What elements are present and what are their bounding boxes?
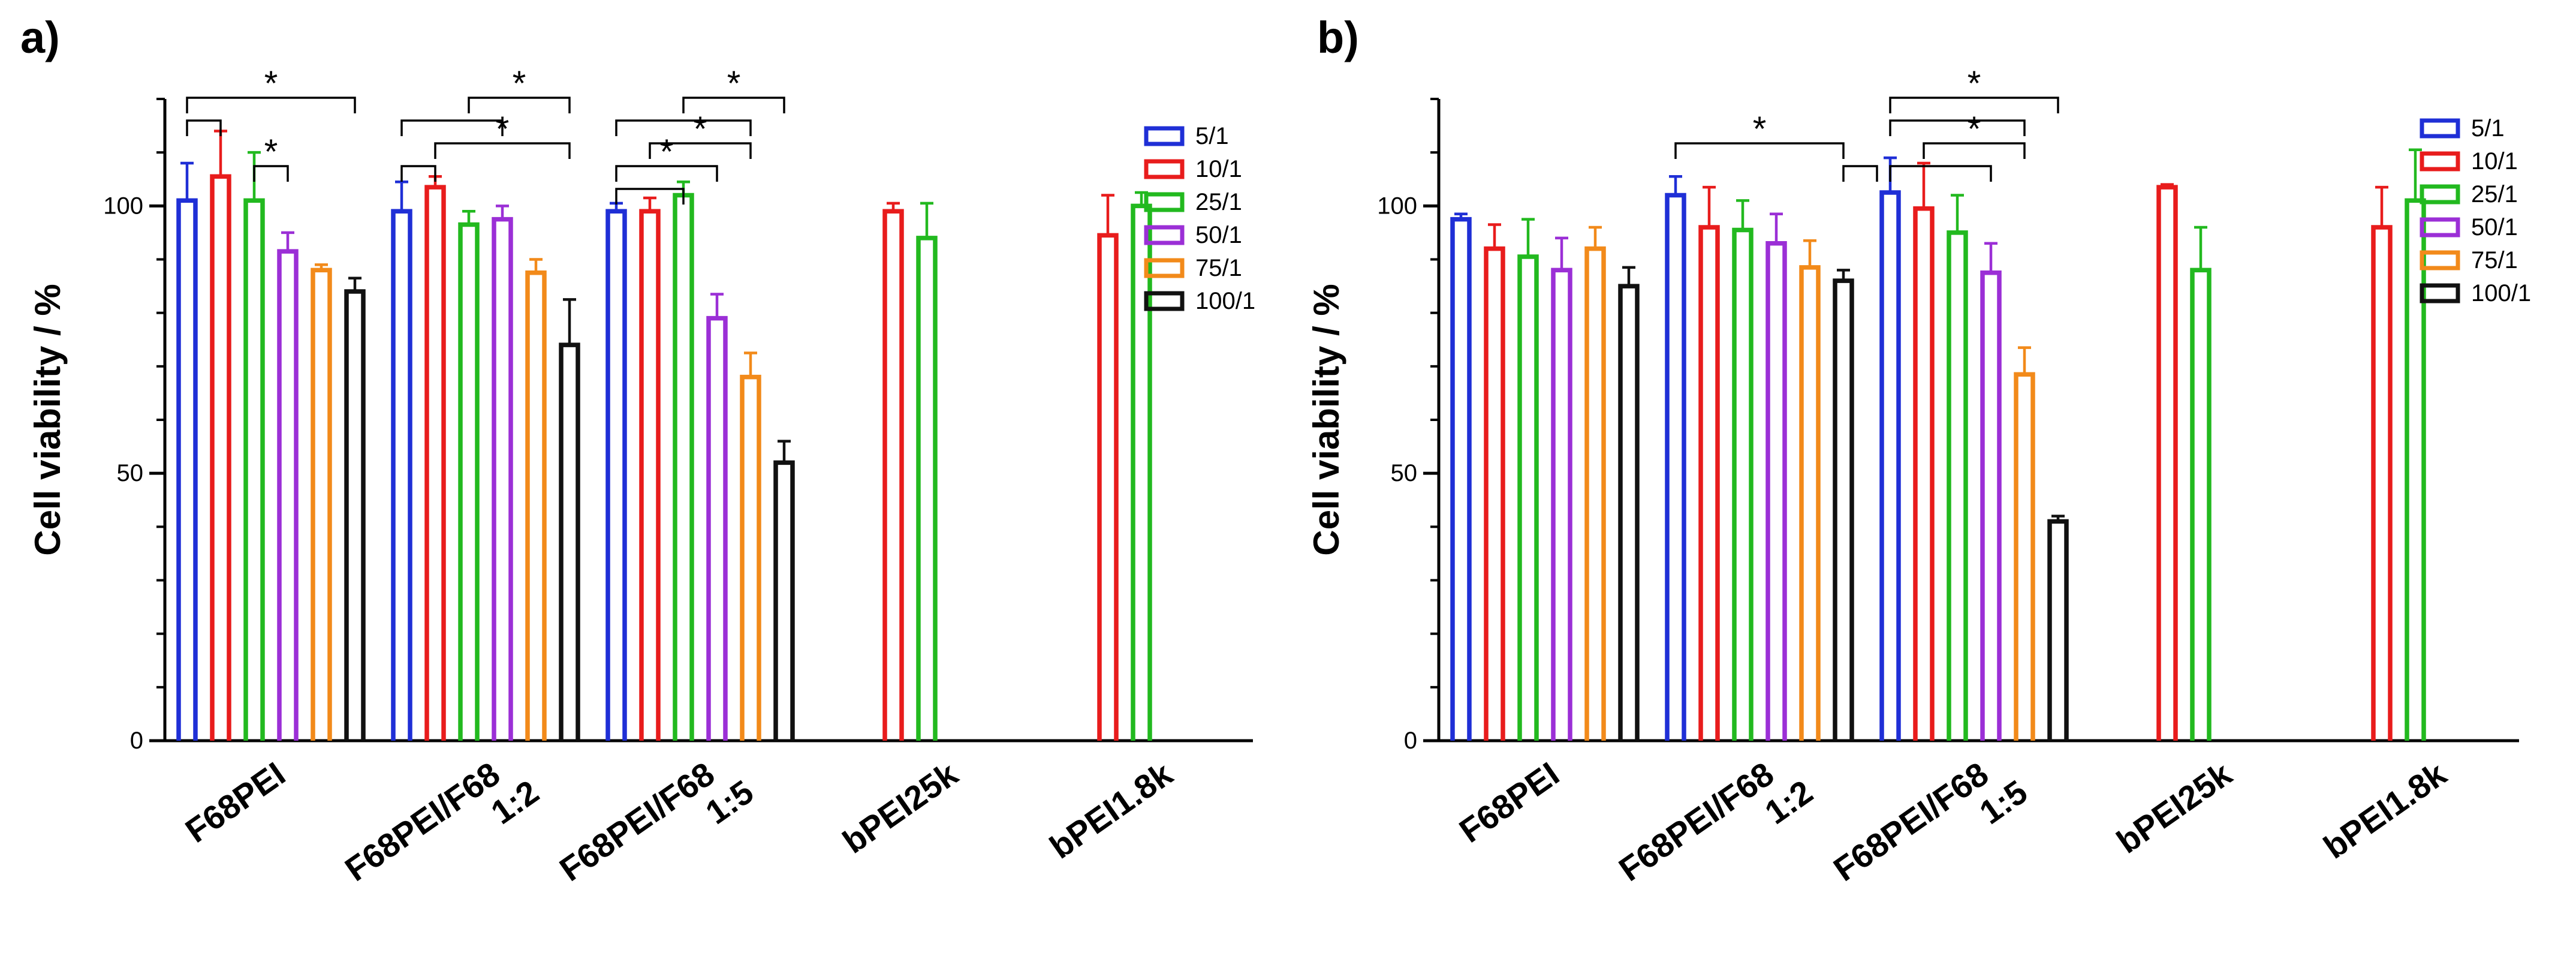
significance-asterisk: * — [727, 64, 741, 103]
significance-bracket — [434, 142, 571, 159]
significance-asterisk: * — [496, 110, 510, 149]
y-tick-label: 100 — [103, 193, 143, 219]
legend-label: 75/1 — [1195, 255, 1242, 281]
bar-75-1 — [525, 270, 547, 741]
bar-50-1 — [1980, 270, 2002, 741]
significance-bracket — [468, 97, 571, 113]
significance-bracket — [400, 119, 504, 136]
significance-bracket — [682, 97, 785, 113]
legend-label: 25/1 — [1195, 189, 1242, 215]
legend-swatch-5-1 — [1144, 126, 1185, 146]
legend-swatch-100-1 — [1144, 291, 1185, 311]
bar-100-1 — [2047, 519, 2069, 741]
bar-10-1 — [1484, 246, 1505, 741]
bar-25-1 — [458, 222, 480, 741]
bar-75-1 — [740, 374, 761, 741]
bar-10-1 — [1913, 206, 1935, 741]
significance-bracket — [1674, 142, 1845, 159]
significance-bracket — [1889, 165, 1992, 182]
y-axis-title: Cell viability / % — [1306, 284, 1346, 556]
y-tick-label: 50 — [1391, 460, 1418, 486]
significance-asterisk: * — [1968, 110, 1981, 149]
significance-asterisk: * — [1968, 64, 1981, 103]
significance-bracket — [615, 165, 718, 182]
legend-label: 100/1 — [2471, 280, 2531, 306]
legend-label: 75/1 — [2471, 247, 2518, 273]
bar-25-1 — [1517, 254, 1539, 741]
legend-swatch-5-1 — [2420, 118, 2460, 139]
significance-asterisk: * — [264, 133, 278, 172]
bar-100-1 — [559, 342, 580, 741]
bar-25-1 — [1947, 230, 1968, 741]
legend-label: 10/1 — [1195, 156, 1242, 182]
bar-25-1 — [243, 198, 265, 741]
legend-label: 5/1 — [2471, 115, 2505, 142]
significance-bracket — [649, 142, 752, 159]
bar-100-1 — [1833, 278, 1854, 741]
significance-bracket — [1923, 142, 2026, 159]
legend-label: 25/1 — [2471, 181, 2518, 208]
significance-bracket — [186, 119, 222, 136]
panel-label: a) — [20, 13, 60, 62]
y-axis-title: Cell viability / % — [28, 284, 68, 556]
legend-label: 5/1 — [1195, 123, 1229, 149]
significance-asterisk: * — [264, 64, 278, 103]
legend-swatch-100-1 — [2420, 283, 2460, 303]
significance-bracket — [1889, 97, 2059, 113]
significance-bracket — [400, 165, 436, 182]
legend-swatch-10-1 — [2420, 151, 2460, 172]
y-tick-label: 100 — [1377, 193, 1417, 219]
significance-asterisk: * — [1753, 110, 1767, 149]
bar-5-1 — [176, 198, 198, 741]
bar-5-1 — [1879, 190, 1901, 741]
y-tick-label: 0 — [1404, 727, 1417, 754]
legend-swatch-25-1 — [1144, 192, 1185, 212]
legend-swatch-50-1 — [1144, 225, 1185, 245]
y-tick-label: 50 — [117, 460, 144, 486]
legend-label: 10/1 — [2471, 148, 2518, 175]
significance-bracket — [253, 165, 289, 182]
panel-label: b) — [1317, 13, 1359, 62]
legend-label: 100/1 — [1195, 288, 1255, 314]
significance-bracket — [186, 97, 356, 113]
significance-bracket — [615, 188, 685, 205]
significance-bracket — [1842, 165, 1878, 182]
legend-label: 50/1 — [1195, 222, 1242, 248]
legend-swatch-25-1 — [2420, 184, 2460, 205]
bar-75-1 — [1584, 246, 1606, 741]
significance-asterisk: * — [660, 133, 674, 172]
legend-swatch-10-1 — [1144, 159, 1185, 179]
bar-10-1 — [210, 174, 231, 741]
bar-25-1 — [2405, 198, 2426, 741]
y-tick-label: 0 — [130, 727, 143, 754]
significance-bracket — [615, 119, 752, 136]
significance-asterisk: * — [513, 64, 526, 103]
legend-label: 50/1 — [2471, 214, 2518, 241]
legend-swatch-75-1 — [1144, 258, 1185, 278]
significance-asterisk: * — [694, 110, 707, 149]
significance-bracket — [1889, 119, 2026, 136]
legend-swatch-75-1 — [2420, 250, 2460, 270]
legend-swatch-50-1 — [2420, 217, 2460, 238]
